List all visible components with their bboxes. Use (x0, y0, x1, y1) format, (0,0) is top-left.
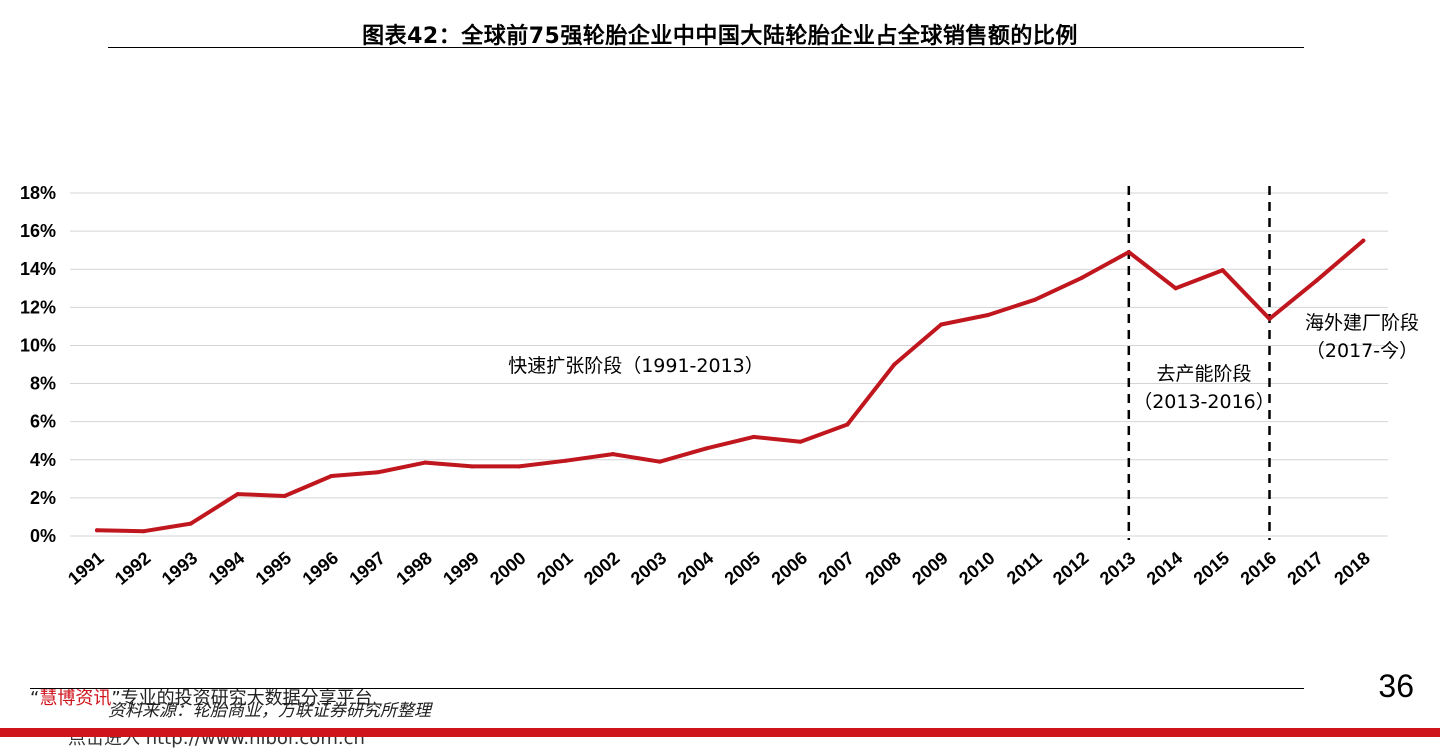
x-tick-label: 1996 (299, 548, 343, 589)
watermark-text: “慧博资讯”专业的投资研究大数据分享平台 (30, 688, 373, 709)
annotation-phase2: （2013-2016） (1133, 391, 1275, 413)
x-tick-label: 2001 (533, 548, 577, 589)
line-chart: 0%2%4%6%8%10%12%14%16%18% 1991 1992 1993 19… (20, 183, 1419, 589)
data-point (939, 322, 944, 327)
y-tick-label: 12% (20, 297, 56, 317)
x-tick-label: 1992 (111, 548, 155, 589)
x-tick-label: 1994 (205, 548, 249, 589)
data-point (704, 446, 709, 451)
x-tick-label: 2018 (1330, 548, 1374, 589)
y-tick-label: 16% (20, 221, 56, 241)
data-point (564, 458, 568, 463)
x-tick-label: 1995 (252, 548, 296, 589)
x-tick-label: 2006 (768, 548, 812, 589)
data-point (1220, 268, 1225, 273)
x-tick-label: 2004 (674, 548, 718, 589)
x-tick-label: 1997 (345, 548, 389, 589)
data-point (751, 434, 756, 439)
data-point (95, 528, 99, 533)
series-line (95, 238, 1366, 534)
x-tick-label: 1998 (392, 548, 436, 589)
x-tick-label: 2003 (627, 548, 671, 589)
x-tick-label: 2012 (1049, 548, 1093, 589)
data-point (892, 362, 897, 367)
y-tick-label: 2% (30, 488, 56, 508)
x-tick-label: 2015 (1190, 548, 1234, 589)
data-point (423, 460, 428, 465)
y-tick-label: 14% (20, 259, 56, 279)
data-point (1361, 238, 1366, 243)
x-tick-label: 2014 (1143, 548, 1187, 589)
x-tick-label: 2016 (1237, 548, 1281, 589)
y-tick-label: 18% (20, 183, 56, 203)
x-tick-label: 2013 (1096, 548, 1140, 589)
data-point (610, 452, 615, 457)
x-tick-label: 2010 (955, 548, 999, 589)
watermark-brand: 慧博资讯 (39, 688, 112, 709)
title-underline (108, 47, 1304, 48)
data-point (986, 312, 991, 317)
data-point (1314, 278, 1319, 283)
x-tick-label: 2009 (908, 548, 952, 589)
data-point (1267, 316, 1272, 321)
data-point (845, 422, 850, 427)
data-point (1173, 286, 1178, 291)
x-tick-label: 2007 (814, 548, 858, 589)
x-tick-label: 1993 (158, 548, 202, 589)
page-number: 36 (1378, 668, 1414, 704)
data-point (1126, 250, 1131, 255)
x-tick-label: 2005 (721, 548, 765, 589)
data-point (235, 492, 240, 497)
annotation-phase3: 海外建厂阶段 (1305, 312, 1419, 334)
annotation-phase3: （2017-今） (1306, 340, 1418, 362)
x-tick-label: 2011 (1003, 548, 1046, 588)
bottom-accent-band (0, 728, 1440, 737)
source-note: 资料来源：轮胎商业，万联证券研究所整理 (108, 701, 431, 721)
data-point (329, 473, 334, 478)
y-tick-label: 6% (30, 412, 56, 432)
x-tick-label: 2017 (1283, 548, 1327, 589)
data-point (657, 459, 662, 464)
data-point (1033, 297, 1037, 302)
data-point (282, 493, 287, 498)
x-tick-label: 1999 (439, 548, 483, 589)
y-tick-label: 10% (20, 335, 56, 355)
data-point (470, 464, 475, 469)
annotation-phase1: 快速扩张阶段（1991-2013） (508, 355, 764, 377)
data-point (376, 470, 381, 475)
x-tick-label: 2008 (861, 548, 905, 589)
y-tick-label: 8% (30, 374, 56, 394)
data-point (188, 521, 193, 526)
chart-title: 图表42：全球前75强轮胎企业中中国大陆轮胎企业占全球销售额的比例 (362, 24, 1078, 49)
x-tick-label: 2002 (580, 548, 624, 589)
footer-rule (30, 688, 1304, 689)
x-tick-label: 1991 (64, 548, 108, 589)
y-tick-label: 0% (30, 526, 56, 546)
data-point (798, 439, 803, 444)
data-point (517, 464, 522, 469)
annotation-phase2: 去产能阶段 (1156, 363, 1251, 385)
data-point (1079, 275, 1084, 280)
x-tick-label: 2000 (486, 548, 530, 589)
y-tick-label: 4% (30, 450, 56, 470)
data-point (141, 529, 146, 534)
